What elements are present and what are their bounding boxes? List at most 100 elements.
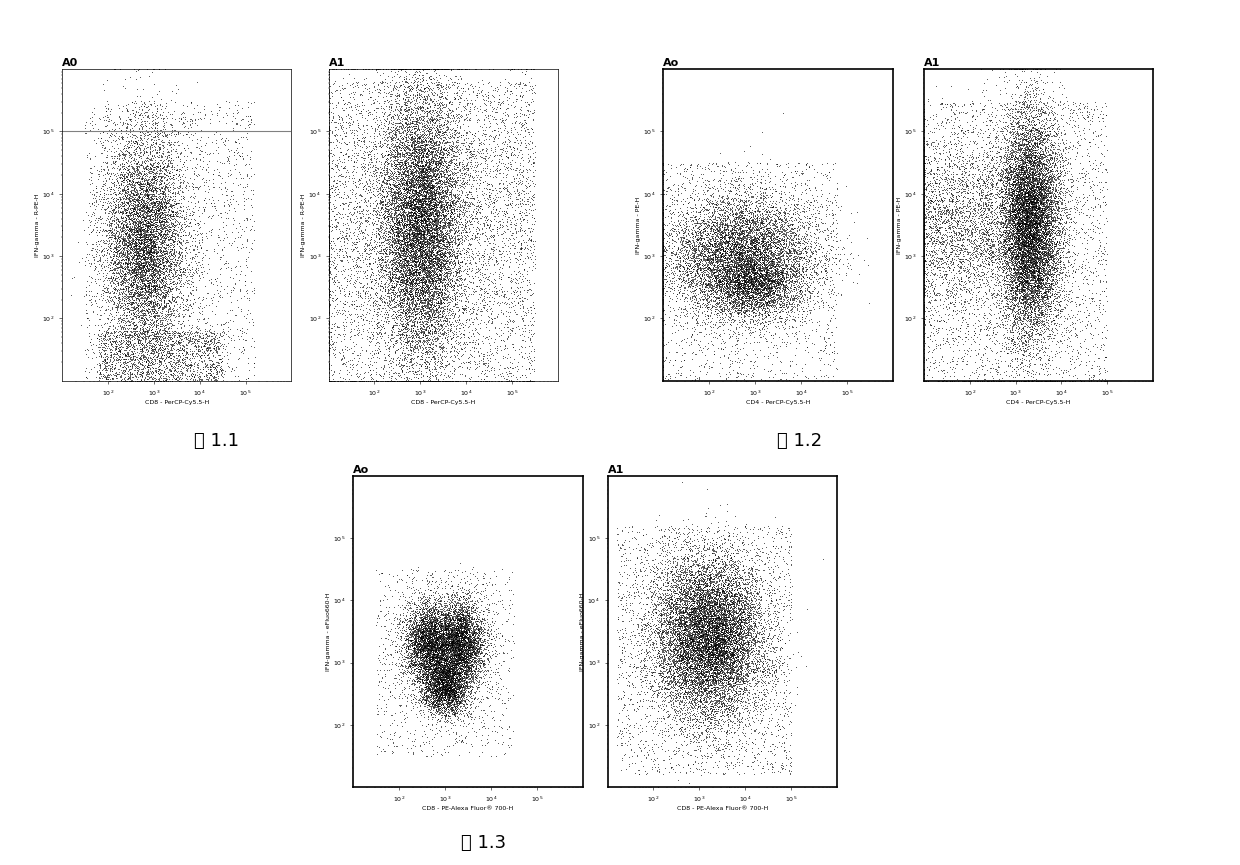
Point [1029,285,1049,298]
Point [1044,313,1064,327]
Point [1048,289,1068,303]
Point [423,689,443,703]
Point [1034,262,1054,276]
Point [151,236,171,250]
Point [677,679,697,693]
Point [439,615,459,629]
Point [441,661,461,675]
Point [449,261,469,275]
Point [413,630,433,644]
Point [980,183,999,197]
Point [161,359,181,373]
Point [1022,190,1042,204]
Point [429,624,449,638]
Point [409,183,429,197]
Point [1017,225,1037,239]
Point [367,196,387,210]
Point [702,205,722,219]
Point [776,279,796,293]
Point [1027,167,1047,181]
Point [1035,236,1055,250]
Point [423,659,443,673]
Point [374,208,394,221]
Point [413,199,433,213]
Point [407,170,427,183]
Point [384,216,404,230]
Point [619,649,639,663]
Point [118,284,138,298]
Point [799,255,818,269]
Point [165,123,185,137]
Point [919,374,939,388]
Point [440,200,460,214]
Point [687,624,707,638]
Point [696,708,715,722]
Point [355,132,374,146]
Point [776,227,796,241]
Point [485,322,505,336]
Point [145,343,165,356]
Point [325,128,345,142]
Point [139,202,159,215]
Point [1025,158,1045,172]
Point [443,685,463,699]
Point [754,248,774,262]
Point [435,194,455,208]
Point [704,614,724,628]
Point [410,335,430,349]
Point [926,234,946,248]
Point [661,543,681,557]
Point [1019,201,1039,215]
Point [146,293,166,307]
Point [399,220,419,234]
Point [751,685,771,699]
Point [692,573,712,587]
Point [114,290,134,304]
Point [687,609,707,623]
Point [110,344,130,358]
Point [996,183,1016,197]
Point [1008,296,1028,310]
Point [739,635,759,649]
Point [780,303,800,317]
Point [944,354,963,368]
Point [403,294,423,308]
Point [1012,214,1032,227]
Point [105,271,125,285]
Point [759,278,779,292]
Point [348,285,368,298]
Point [689,632,709,646]
Point [696,659,715,673]
Point [1008,246,1028,260]
Point [701,265,720,279]
Point [714,643,734,657]
Point [1073,198,1092,212]
Point [709,639,729,653]
Point [410,638,430,652]
Point [479,138,498,151]
Point [430,198,450,212]
Point [1009,184,1029,198]
Point [683,215,703,229]
Point [129,122,149,136]
Point [337,209,357,223]
Point [937,235,957,249]
Point [1012,185,1032,199]
Point [652,675,672,689]
Point [675,632,694,646]
Point [702,564,722,578]
Point [932,276,952,290]
Point [1004,218,1024,232]
Point [124,327,144,341]
Point [396,239,415,253]
Point [1014,205,1034,219]
Point [430,183,450,197]
Point [144,235,164,249]
Point [1056,337,1076,351]
Point [388,222,408,236]
Point [392,259,412,272]
Point [429,651,449,665]
Point [109,163,129,176]
Point [505,343,525,356]
Point [1024,229,1044,243]
